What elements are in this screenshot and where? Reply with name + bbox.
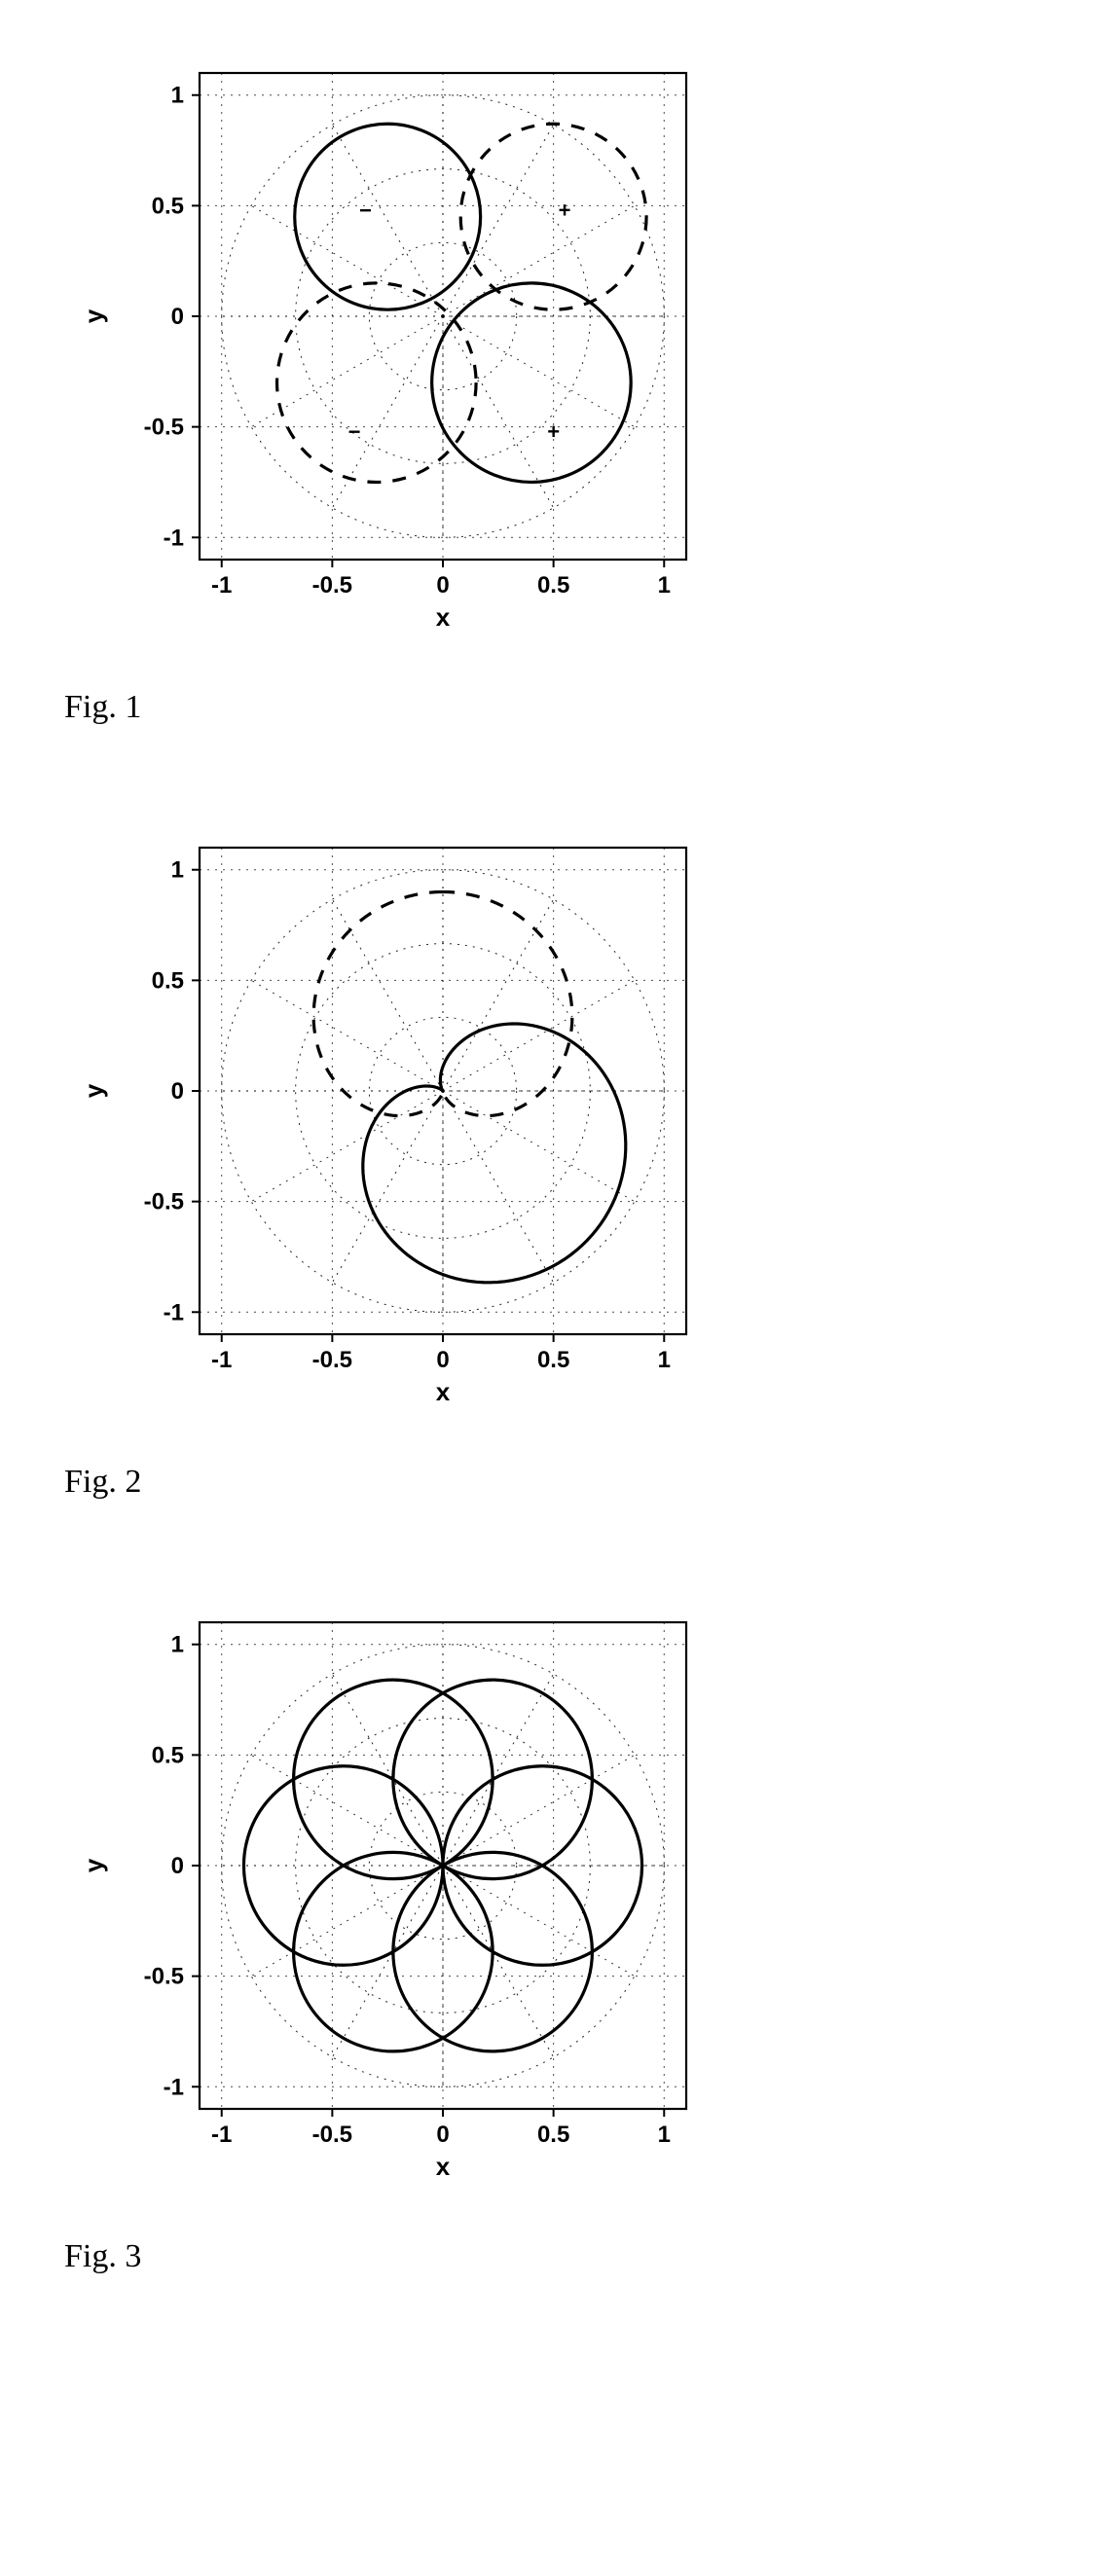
xlabel: x (436, 602, 451, 632)
ytick-label: 0.5 (152, 967, 184, 994)
ytick-label: -1 (164, 2074, 184, 2100)
ytick-label: 0 (171, 304, 184, 330)
ylabel: y (79, 1083, 108, 1098)
xtick-label: 0 (436, 1347, 449, 1373)
ytick-label: -0.5 (144, 1964, 184, 1990)
figure-caption: Fig. 2 (64, 1464, 1039, 1501)
ytick-label: -1 (164, 525, 184, 551)
xtick-label: 0 (436, 2122, 449, 2148)
xtick-label: -1 (211, 1347, 232, 1373)
marker-label: + (547, 419, 560, 444)
xtick-label: -0.5 (312, 572, 352, 599)
xtick-label: -0.5 (312, 1347, 352, 1373)
ytick-label: 0.5 (152, 1742, 184, 1768)
ytick-label: -1 (164, 1299, 184, 1325)
xtick-label: 1 (658, 1347, 671, 1373)
xtick-label: -0.5 (312, 2122, 352, 2148)
figure-block: -1 -0.5 0 0.5 1 -1 -0.5 0 0.5 1 x y Fig. 2 (58, 814, 1039, 1501)
xtick-label: 1 (658, 572, 671, 599)
ylabel: y (79, 308, 108, 323)
marker-label: − (359, 199, 372, 223)
xtick-label: -1 (211, 2122, 232, 2148)
xtick-label: 1 (658, 2122, 671, 2148)
xtick-label: 0.5 (537, 1347, 569, 1373)
figure-block: − + − + -1 -0.5 0 0.5 1 -1 -0.5 0 0.5 1 x y Fig. 1 (58, 39, 1039, 726)
xtick-label: -1 (211, 572, 232, 599)
xtick-label: 0 (436, 572, 449, 599)
ytick-label: 1 (171, 83, 184, 109)
ylabel: y (79, 1858, 108, 1872)
xtick-label: 0.5 (537, 2122, 569, 2148)
polar-plot: − + − + -1 -0.5 0 0.5 1 -1 -0.5 0 0.5 1 x y (58, 39, 740, 671)
marker-label: + (559, 199, 571, 223)
ytick-label: 1 (171, 857, 184, 884)
polar-plot: -1 -0.5 0 0.5 1 -1 -0.5 0 0.5 1 x y (58, 814, 740, 1446)
ytick-label: -0.5 (144, 415, 184, 441)
ytick-label: 0 (171, 1078, 184, 1105)
ytick-label: 0 (171, 1853, 184, 1879)
figure-block: -1 -0.5 0 0.5 1 -1 -0.5 0 0.5 1 x y Fig. 3 (58, 1588, 1039, 2275)
ytick-label: 0.5 (152, 193, 184, 219)
ytick-label: -0.5 (144, 1189, 184, 1215)
ytick-label: 1 (171, 1632, 184, 1658)
figure-caption: Fig. 1 (64, 689, 1039, 726)
xtick-label: 0.5 (537, 572, 569, 599)
polar-plot: -1 -0.5 0 0.5 1 -1 -0.5 0 0.5 1 x y (58, 1588, 740, 2221)
figure-caption: Fig. 3 (64, 2238, 1039, 2275)
marker-label: − (348, 419, 361, 444)
xlabel: x (436, 2152, 451, 2181)
xlabel: x (436, 1377, 451, 1406)
